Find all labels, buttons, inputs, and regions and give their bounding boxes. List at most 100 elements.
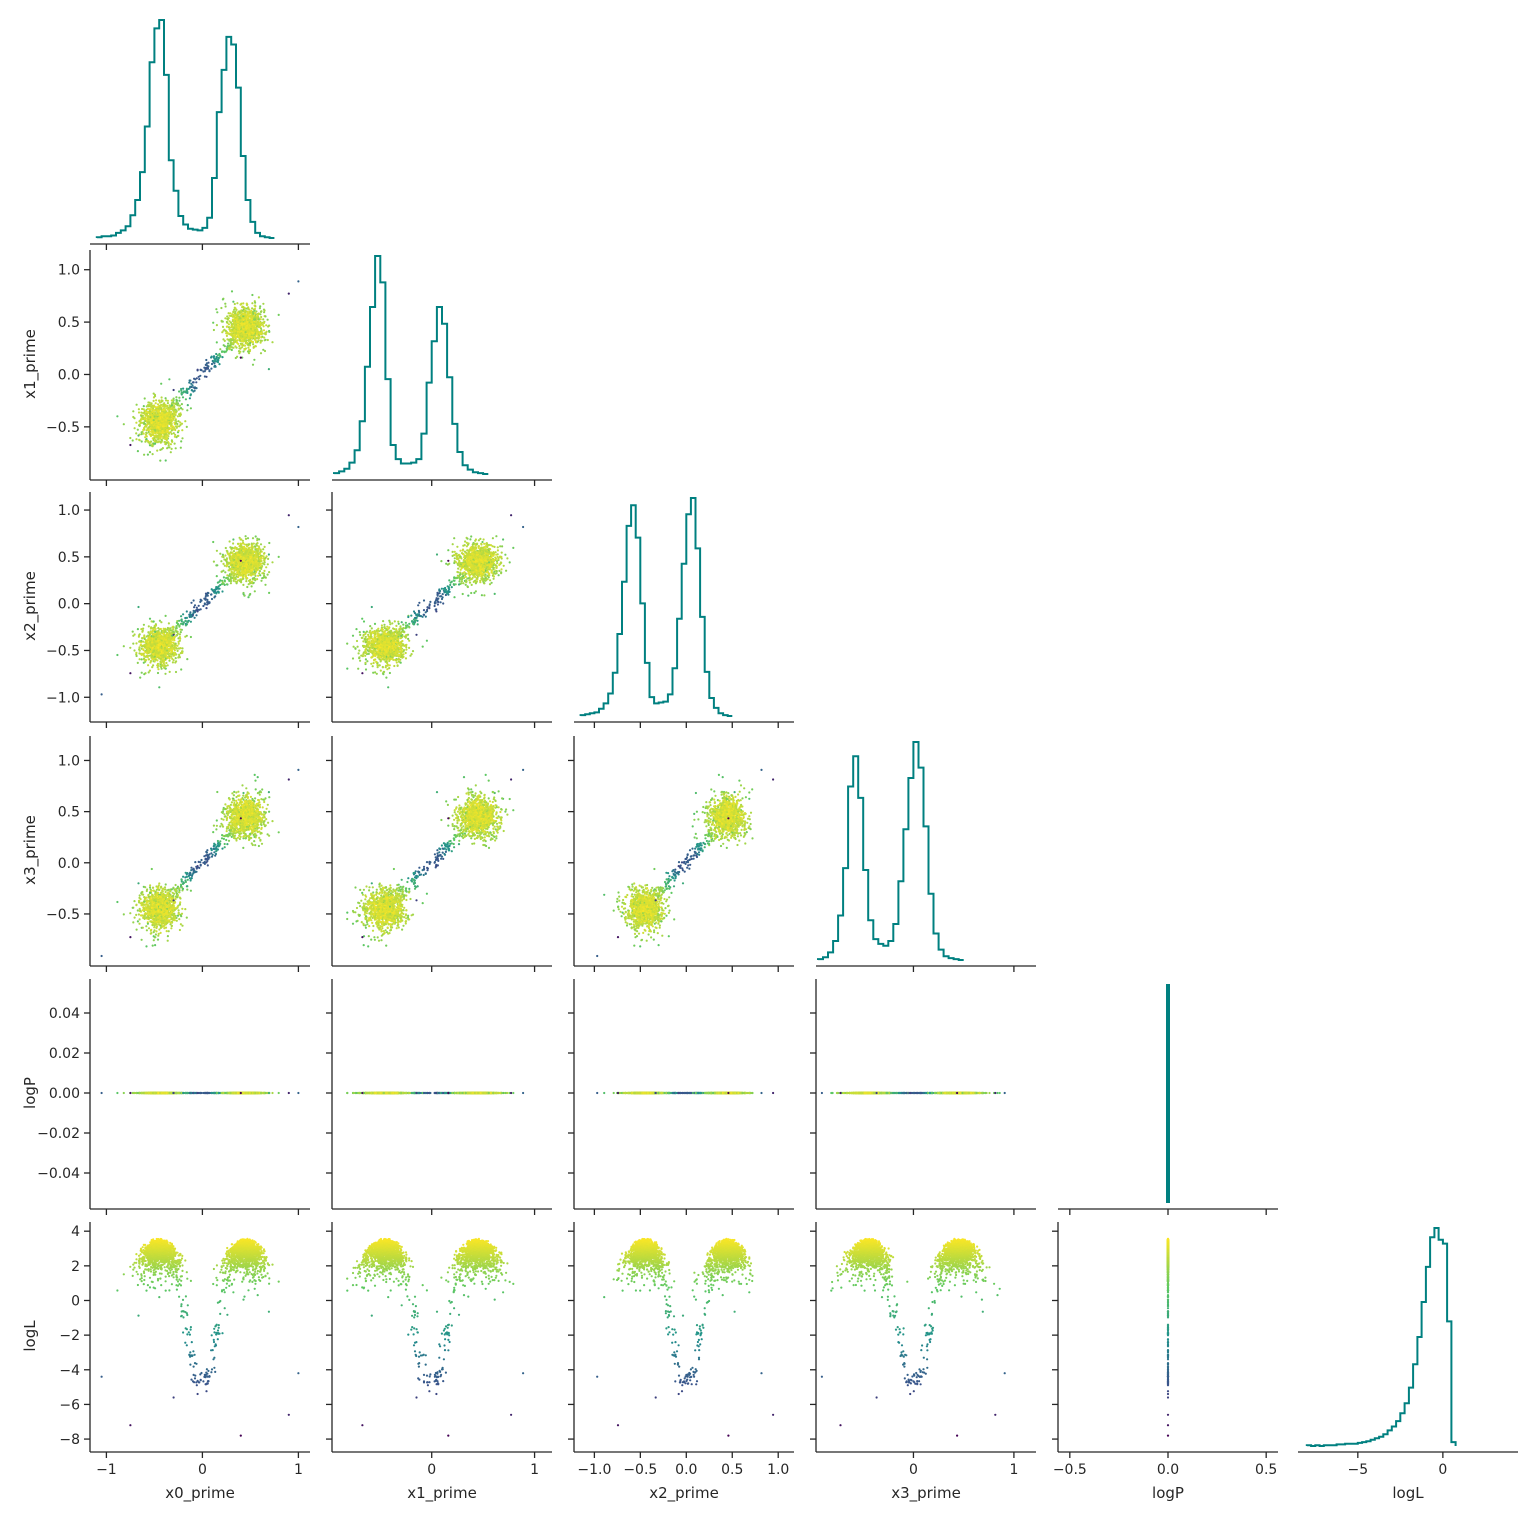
scatter-point xyxy=(254,558,256,560)
scatter-point xyxy=(188,382,190,384)
scatter-point xyxy=(189,397,191,399)
scatter-point xyxy=(186,610,188,612)
scatter-point xyxy=(180,668,182,670)
scatter-point xyxy=(222,298,224,300)
scatter-point xyxy=(240,357,242,359)
scatter-point xyxy=(259,322,261,324)
scatter-point xyxy=(267,339,269,341)
scatter-point xyxy=(256,318,258,320)
scatter-point xyxy=(240,338,242,340)
scatter-point xyxy=(180,447,182,449)
scatter-point xyxy=(268,542,270,544)
scatter-point xyxy=(175,643,177,645)
scatter-point xyxy=(141,440,143,442)
scatter-point xyxy=(170,411,172,413)
scatter-point xyxy=(227,333,229,335)
scatter-point xyxy=(248,349,250,351)
scatter-point xyxy=(168,631,170,633)
scatter-point xyxy=(250,323,252,325)
scatter-point xyxy=(247,572,249,574)
scatter-point xyxy=(231,325,233,327)
scatter-point xyxy=(225,547,227,549)
scatter-point xyxy=(255,535,257,537)
y-tick-label: 1.0 xyxy=(58,263,80,279)
scatter-point xyxy=(180,440,182,442)
scatter-point xyxy=(191,389,193,391)
scatter-point xyxy=(162,403,164,405)
scatter-point xyxy=(221,356,223,358)
scatter-point xyxy=(240,344,242,346)
scatter-point xyxy=(132,643,134,645)
scatter-point xyxy=(141,672,143,674)
scatter-point xyxy=(238,350,240,352)
scatter-point xyxy=(220,560,222,562)
scatter-point xyxy=(244,574,246,576)
scatter-point xyxy=(153,396,155,398)
scatter-point xyxy=(144,417,146,419)
scatter-point xyxy=(250,552,252,554)
scatter-point xyxy=(147,440,149,442)
scatter-point xyxy=(213,596,215,598)
scatter-point xyxy=(249,579,251,581)
scatter-point xyxy=(172,661,174,663)
scatter-point xyxy=(175,657,177,659)
scatter-point xyxy=(227,553,229,555)
scatter-point xyxy=(256,332,258,334)
scatter-point xyxy=(242,302,244,304)
scatter-point xyxy=(239,578,241,580)
scatter-point xyxy=(263,337,265,339)
scatter-point xyxy=(162,630,164,632)
scatter-point xyxy=(140,640,142,642)
scatter-point xyxy=(141,653,143,655)
scatter-point xyxy=(231,290,233,292)
scatter-point xyxy=(142,648,144,650)
scatter-point xyxy=(155,406,157,408)
scatter-point xyxy=(232,311,234,313)
scatter-point xyxy=(165,658,167,660)
scatter-point xyxy=(263,325,265,327)
scatter-point xyxy=(240,303,242,305)
scatter-point xyxy=(251,316,253,318)
scatter-point xyxy=(205,607,207,609)
scatter-point xyxy=(147,421,149,423)
scatter-point xyxy=(220,307,222,309)
scatter-point xyxy=(231,333,233,335)
scatter-point xyxy=(160,430,162,432)
scatter-point xyxy=(259,305,261,307)
scatter-point xyxy=(178,408,180,410)
scatter-point xyxy=(200,599,202,601)
scatter-point xyxy=(177,633,179,635)
scatter-point xyxy=(147,655,149,657)
scatter-point xyxy=(288,293,290,295)
scatter-point xyxy=(193,610,195,612)
scatter-point xyxy=(232,542,234,544)
scatter-point xyxy=(173,417,175,419)
scatter-point xyxy=(271,341,273,343)
scatter-point xyxy=(178,620,180,622)
scatter-point xyxy=(248,333,250,335)
scatter-point xyxy=(242,331,244,333)
scatter-point xyxy=(233,321,235,323)
scatter-point xyxy=(194,617,196,619)
scatter-point xyxy=(219,356,221,358)
scatter-point xyxy=(217,359,219,361)
scatter-point xyxy=(185,623,187,625)
scatter-point xyxy=(263,329,265,331)
scatter-point xyxy=(259,313,261,315)
scatter-point xyxy=(251,337,253,339)
scatter-point xyxy=(231,329,233,331)
scatter-point xyxy=(245,316,247,318)
scatter-point xyxy=(190,621,192,623)
scatter-point xyxy=(245,580,247,582)
scatter-point xyxy=(249,342,251,344)
scatter-point xyxy=(161,665,163,667)
scatter-point xyxy=(261,577,263,579)
scatter-point xyxy=(227,345,229,347)
scatter-point xyxy=(230,315,232,317)
scatter-point xyxy=(152,432,154,434)
scatter-point xyxy=(182,396,184,398)
scatter-point xyxy=(156,431,158,433)
scatter-point xyxy=(218,585,220,587)
scatter-point xyxy=(176,645,178,647)
scatter-point xyxy=(148,431,150,433)
